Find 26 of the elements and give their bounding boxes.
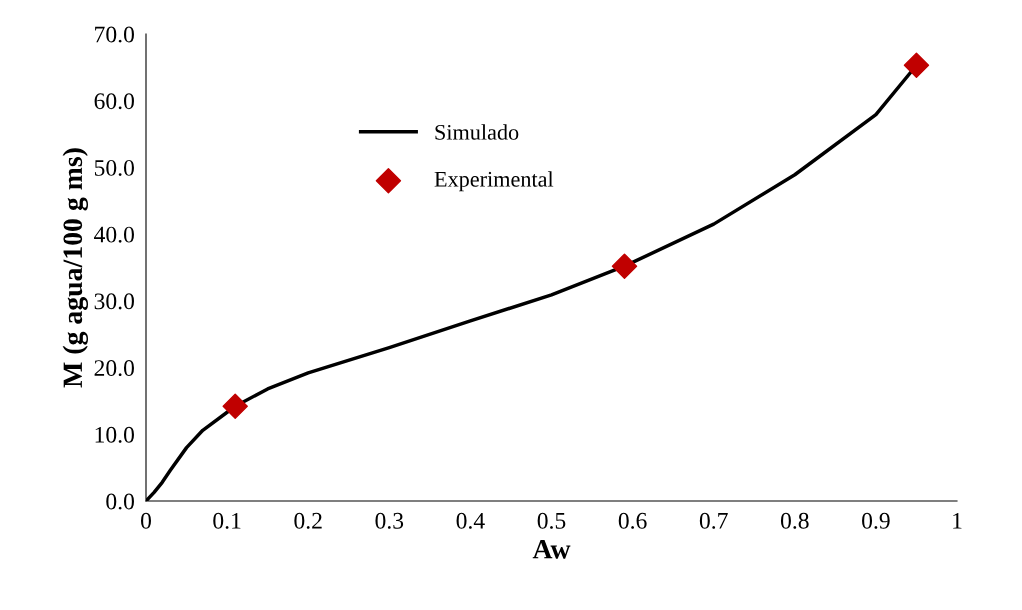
x-tick-label: 0.9 [862, 512, 890, 529]
x-tick-label: 0.5 [537, 512, 566, 529]
x-tick-label: 0.7 [699, 512, 728, 529]
point [611, 253, 638, 279]
x-tick-label: 0 [141, 512, 151, 529]
y-tick-label: 50.0 [94, 159, 134, 176]
y-tick-label: 10.0 [95, 426, 134, 443]
x-axis-title: Aw [532, 540, 571, 559]
x-tick-label: 0.3 [375, 512, 404, 529]
y-axis-title: M (g agua/100 g ms) [62, 148, 89, 388]
legend-label: Experimental [434, 171, 554, 192]
legend-label: Simulado [435, 124, 519, 140]
point [222, 393, 248, 419]
point [903, 52, 930, 79]
y-tick-label: 70.0 [95, 26, 134, 43]
y-tick-label: 60.0 [94, 93, 134, 110]
y-tick-label: 20.0 [94, 360, 134, 377]
y-tick-label: 30.0 [94, 293, 134, 310]
y-tick-label: 40.0 [94, 226, 134, 243]
x-tick-label: 0.8 [780, 512, 809, 529]
y-tick-label: 0.0 [106, 493, 134, 510]
x-tick-label: 0.4 [456, 512, 485, 529]
x-tick-label: 1 [953, 512, 962, 529]
x-tick-label: 0.2 [294, 512, 322, 529]
x-tick-label: 0.6 [618, 512, 647, 529]
x-tick-label: 0.1 [213, 512, 241, 529]
